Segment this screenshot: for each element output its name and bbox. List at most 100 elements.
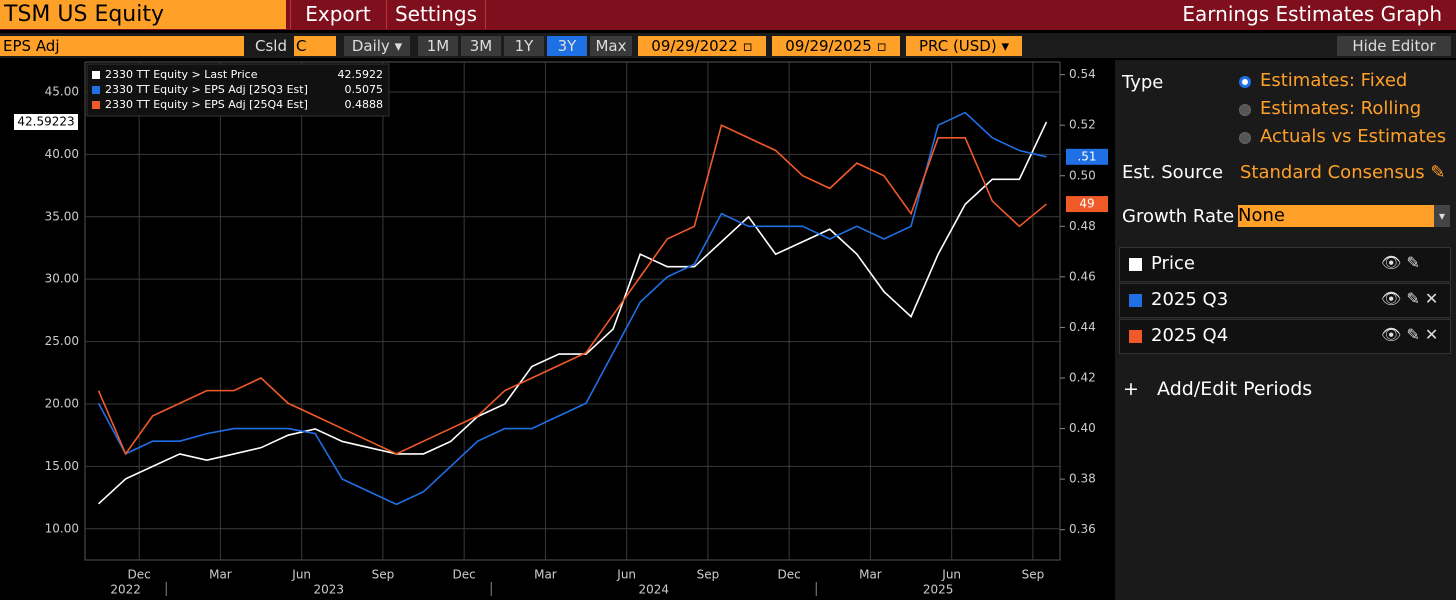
legend-value: 0.5075: [345, 83, 384, 96]
last-value-tag: [14, 114, 78, 131]
y-tick-label: 30.00: [45, 272, 79, 286]
series-row: [1119, 283, 1451, 318]
series-name: 2025 Q3: [1151, 289, 1229, 310]
y2-tick-label: 0.46: [1069, 269, 1096, 283]
add-periods[interactable]: + Add/Edit Periods: [1123, 378, 1313, 400]
x-tick-label: Sep: [1022, 568, 1045, 582]
growth-label: Growth Rate: [1122, 206, 1235, 227]
type-option[interactable]: Estimates: Rolling: [1260, 98, 1422, 119]
last-value-tag: [1066, 196, 1108, 213]
year-label: 2024: [638, 583, 669, 597]
series-row: [1119, 319, 1451, 354]
hide-editor-button[interactable]: Hide Editor: [1337, 36, 1451, 56]
y2-tick-label: 0.52: [1069, 118, 1096, 132]
y2-tick-label: 0.44: [1069, 320, 1096, 334]
x-tick-label: Dec: [128, 568, 151, 582]
x-tick-label: Mar: [209, 568, 232, 582]
legend-label: 2330 TT Equity > Last Price: [105, 68, 258, 81]
radio[interactable]: [1239, 132, 1251, 144]
year-label: 2023: [313, 583, 344, 597]
year-label: 2022: [110, 583, 141, 597]
editor-panel: Type Est. Source Standard Consensus ✎ Gr…: [1115, 60, 1456, 600]
y-tick-label: 20.00: [45, 396, 79, 410]
x-tick-label: Jun: [941, 568, 961, 582]
series-name: 2025 Q4: [1151, 325, 1229, 346]
legend-swatch: [92, 86, 100, 94]
y2-tick-label: 0.48: [1069, 219, 1096, 233]
series-name: Price: [1151, 253, 1195, 274]
y-tick-label: 25.00: [45, 334, 79, 348]
growth: None: [1238, 205, 1285, 226]
series-swatch: [1129, 294, 1142, 307]
x-tick-label: Dec: [453, 568, 476, 582]
x-tick-label: Jun: [291, 568, 311, 582]
type-label: Type: [1122, 72, 1164, 93]
last-value-tag-label: 49: [1079, 197, 1094, 211]
y2-tick-label: 0.36: [1069, 522, 1096, 536]
plot-area: [84, 61, 1061, 561]
legend: [86, 63, 390, 117]
growth-dropdown[interactable]: None ▾: [1238, 205, 1450, 227]
y2-tick-label: 0.40: [1069, 421, 1096, 435]
series-swatch: [1129, 258, 1142, 271]
series-row: [1119, 247, 1451, 282]
field-input[interactable]: EPS Adj: [0, 36, 244, 56]
source-label: Est. Source: [1122, 162, 1224, 183]
end-date-text: 09/29/2025: [785, 37, 872, 55]
currency: PRC (USD): [918, 37, 997, 55]
start-date-text: 09/29/2022: [651, 37, 738, 55]
last-value-tag-label: 42.59223: [17, 115, 74, 129]
y-tick-label: 10.00: [45, 521, 79, 535]
source: Standard Consensus: [1240, 162, 1425, 183]
y-tick-label: 15.00: [45, 459, 79, 473]
year-label: 2025: [923, 583, 954, 597]
series-line: [97, 121, 1048, 505]
legend-swatch: [92, 101, 100, 109]
x-tick-label: Sep: [372, 568, 395, 582]
x-tick-label: Dec: [778, 568, 801, 582]
window-title: Earnings Estimates Graph: [1182, 2, 1442, 26]
y2-tick-label: 0.54: [1069, 67, 1096, 81]
basis-label: Csld: [255, 37, 287, 55]
menu-item[interactable]: Export: [290, 0, 385, 29]
last-value-tag: [1066, 148, 1108, 165]
menu-item[interactable]: Settings: [386, 0, 486, 29]
source-value[interactable]: Standard Consensus ✎: [1240, 162, 1446, 183]
y-tick-label: 40.00: [45, 147, 79, 161]
range-button[interactable]: Max: [590, 36, 632, 56]
x-tick-label: Mar: [859, 568, 882, 582]
series-icons[interactable]: 👁 ✎ ✕: [1381, 325, 1439, 344]
y-tick-label: 45.00: [45, 84, 79, 98]
legend-value: 0.4888: [345, 98, 384, 111]
radio[interactable]: [1239, 76, 1251, 88]
series-swatch: [1129, 330, 1142, 343]
type-option[interactable]: Estimates: Fixed: [1260, 70, 1408, 91]
radio[interactable]: [1239, 104, 1251, 116]
start-date[interactable]: 09/29/2022 ▫: [638, 36, 766, 56]
x-tick-label: Sep: [697, 568, 720, 582]
x-tick-label: Jun: [616, 568, 636, 582]
periodicity-dropdown[interactable]: Daily ▾: [344, 36, 410, 56]
y2-tick-label: 0.42: [1069, 370, 1096, 384]
add-periods-text: Add/Edit Periods: [1157, 378, 1313, 400]
currency-dropdown[interactable]: PRC (USD) ▾: [906, 36, 1022, 56]
periodicity: Daily: [351, 37, 390, 55]
legend-label: 2330 TT Equity > EPS Adj [25Q4 Est]: [105, 98, 308, 111]
type-option[interactable]: Actuals vs Estimates: [1260, 126, 1447, 147]
series-icons[interactable]: 👁 ✎ ✕: [1381, 289, 1439, 308]
end-date[interactable]: 09/29/2025 ▫: [772, 36, 900, 56]
basis-input[interactable]: C: [294, 36, 336, 56]
range-button[interactable]: 1Y: [504, 36, 544, 56]
y-tick-label: 35.00: [45, 209, 79, 223]
series-icons[interactable]: 👁 ✎: [1381, 253, 1420, 272]
ticker[interactable]: TSM US Equity: [0, 0, 286, 29]
range-button[interactable]: 3Y: [547, 36, 587, 56]
legend-value: 42.5922: [338, 68, 384, 81]
series-line: [97, 111, 1047, 506]
range-button[interactable]: 3M: [461, 36, 501, 56]
chart: 10.00 15.00 20.00 25.00 30.00 35.00 40.00 45.00…: [14, 61, 1108, 597]
x-tick-label: Mar: [534, 568, 557, 582]
last-value-tag-label: .51: [1077, 149, 1096, 163]
range-button[interactable]: 1M: [418, 36, 458, 56]
